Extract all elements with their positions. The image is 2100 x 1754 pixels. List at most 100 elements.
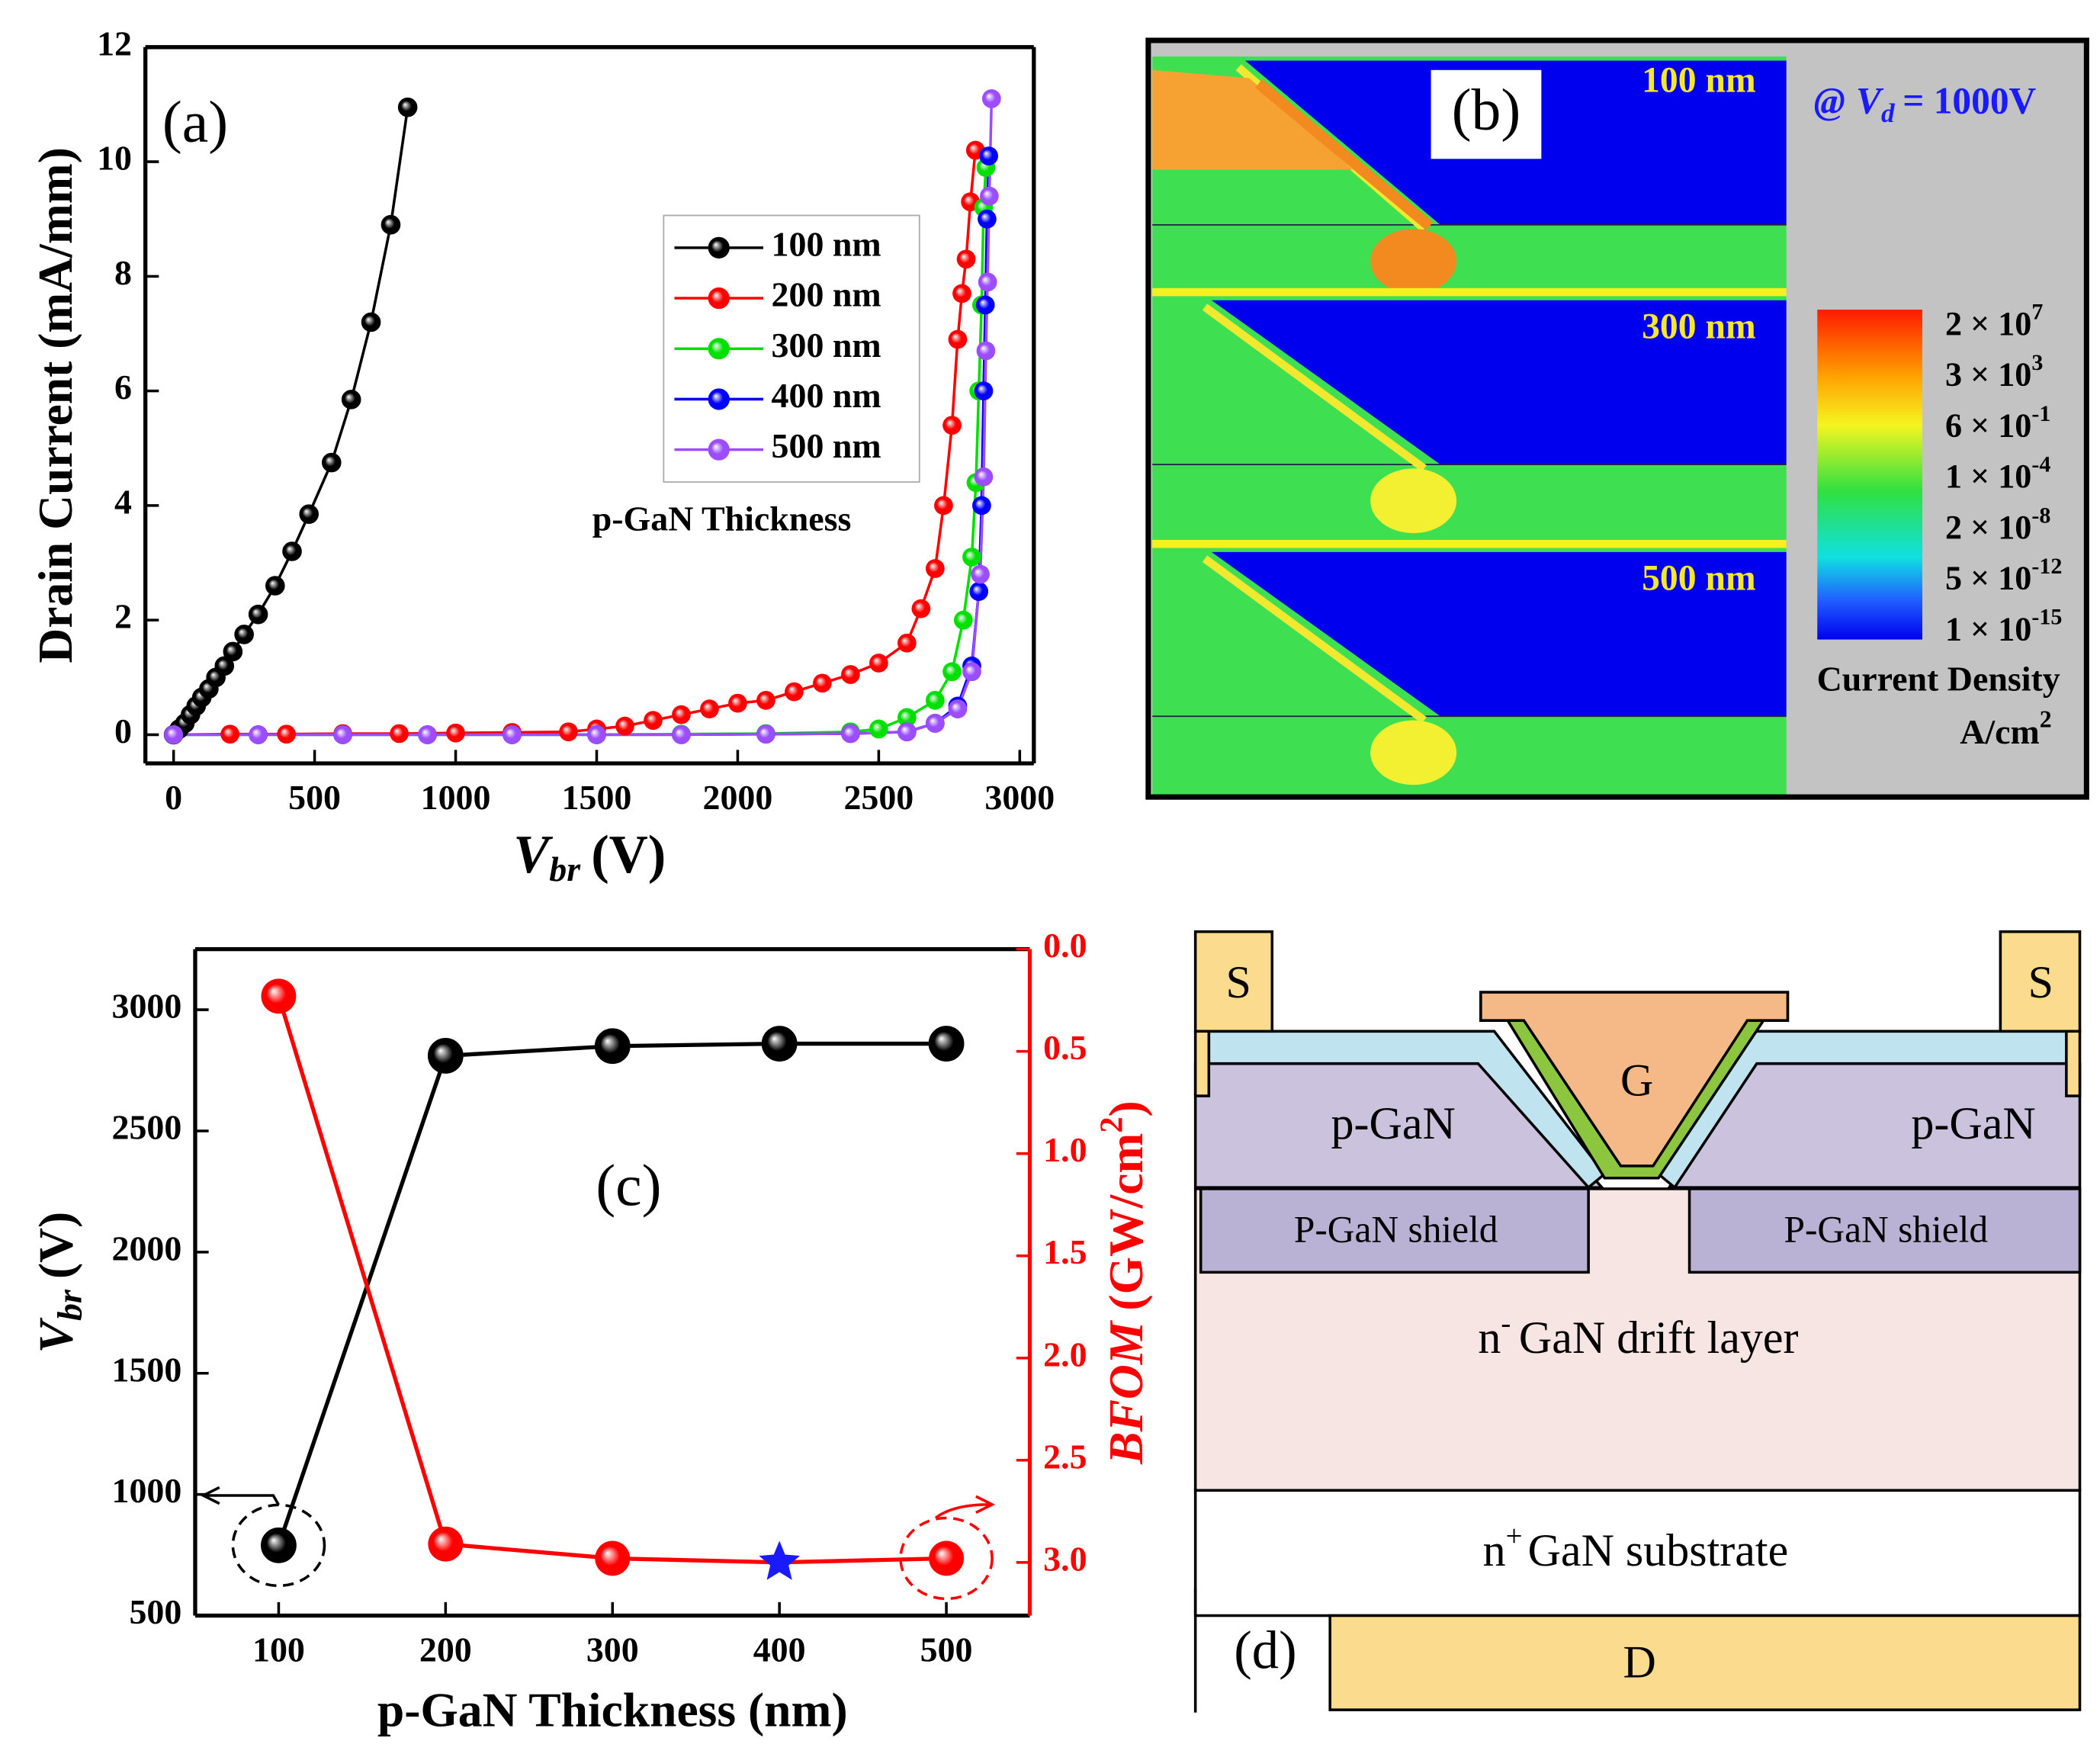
separator xyxy=(1152,539,1787,550)
marker xyxy=(756,724,775,744)
hot-spot xyxy=(1370,229,1457,294)
marker xyxy=(934,496,953,516)
axis-label: Vbr (V) xyxy=(28,1212,88,1354)
source-left-foot xyxy=(1193,1030,1211,1097)
legend-marker xyxy=(708,438,730,461)
marker xyxy=(897,708,917,728)
marker xyxy=(925,714,945,733)
symbol: V xyxy=(28,1317,82,1353)
y-axis-label: Drain Current (mA/mm) xyxy=(28,147,82,663)
hot-spot xyxy=(1370,720,1457,785)
marker xyxy=(594,1028,631,1065)
panel-label: (c) xyxy=(596,1152,661,1218)
condition: @ Vd = 1000V xyxy=(1814,80,2037,128)
mantissa: 2 × 10 xyxy=(1945,305,2031,342)
marker xyxy=(978,209,997,229)
hot-region xyxy=(1152,69,1353,170)
marker xyxy=(948,329,968,349)
frame xyxy=(1145,37,2089,800)
mantissa: 1 × 10 xyxy=(1945,458,2031,495)
series-line xyxy=(276,1041,947,1547)
series-line xyxy=(172,107,409,736)
marker xyxy=(756,690,775,710)
thickness-label: 300 nm xyxy=(1642,307,1756,346)
marker xyxy=(428,1526,464,1562)
drift-label: n- GaN drift layer xyxy=(1478,1307,1798,1363)
colorbar-label: 2 × 107 xyxy=(1945,299,2043,342)
depleted-region xyxy=(1211,551,1787,717)
source-right-foot xyxy=(2065,1030,2082,1097)
legend-box xyxy=(663,214,920,483)
unit: (V) xyxy=(591,825,666,885)
marker xyxy=(956,249,976,269)
colorbar-label: 1 × 10-4 xyxy=(1945,451,2050,495)
panel-label: (d) xyxy=(1234,1621,1296,1681)
marker xyxy=(249,725,268,744)
x-tick-label: 1000 xyxy=(421,778,491,817)
text: = 1000V xyxy=(1903,80,2036,122)
marker xyxy=(761,1026,798,1062)
subscript: br xyxy=(549,850,581,888)
marker xyxy=(427,1038,464,1074)
marker xyxy=(911,599,931,618)
subscript: d xyxy=(1881,98,1896,128)
marker xyxy=(813,673,832,693)
marker xyxy=(223,641,243,662)
edge-stripe xyxy=(1202,304,1427,472)
y-tick-label: 3000 xyxy=(112,987,182,1026)
legend-label: 400 nm xyxy=(772,376,881,415)
drain-label: D xyxy=(1623,1637,1656,1687)
y-tick-label: 4 xyxy=(114,482,132,521)
marker xyxy=(841,665,860,684)
mantissa: 1 × 10 xyxy=(1945,611,2031,648)
colorbar-label: 1 × 10-15 xyxy=(1945,605,2062,648)
x-tick-label: 1500 xyxy=(562,778,632,817)
hot-stripe xyxy=(1255,79,1434,231)
marker xyxy=(503,725,522,744)
marker xyxy=(948,699,968,718)
marker xyxy=(265,576,285,596)
marker xyxy=(952,284,971,304)
text: n xyxy=(1478,1312,1501,1363)
y-tick-label: 1500 xyxy=(112,1350,182,1389)
marker xyxy=(974,467,994,487)
marker xyxy=(321,452,342,473)
mantissa: 2 × 10 xyxy=(1945,509,2031,546)
marker xyxy=(559,722,578,742)
marker xyxy=(928,1026,965,1062)
marker xyxy=(976,341,996,361)
marker xyxy=(418,725,437,744)
marker xyxy=(929,1540,965,1576)
y-tick-label: 6 xyxy=(114,368,132,406)
colorbar-label: 2 × 10-8 xyxy=(1945,503,2050,546)
x-tick-label: 0 xyxy=(165,778,182,817)
y2-tick-label: 1.0 xyxy=(1043,1130,1087,1169)
shield-label: P-GaN shield xyxy=(1294,1208,1498,1250)
marker xyxy=(869,654,888,673)
marker xyxy=(220,724,239,744)
marker xyxy=(981,89,1001,108)
substrate-layer xyxy=(1193,1489,2082,1617)
text: A/cm xyxy=(1960,712,2039,750)
marker xyxy=(672,725,691,744)
p-gan-label: p-GaN xyxy=(1331,1098,1456,1148)
marker xyxy=(446,723,465,743)
marker xyxy=(925,559,945,578)
unit: (GW/cm xyxy=(1099,1133,1153,1311)
text: GaN substrate xyxy=(1528,1525,1789,1576)
legend-label: 100 nm xyxy=(772,224,881,263)
marker xyxy=(978,272,997,292)
marker xyxy=(341,390,361,410)
source-right xyxy=(1999,930,2082,1033)
marker xyxy=(979,146,998,165)
symbol: V xyxy=(1856,80,1884,122)
y2-tick-label: 2.0 xyxy=(1043,1335,1087,1373)
marker xyxy=(333,725,352,744)
exponent: -4 xyxy=(2031,451,2050,477)
symbol: V xyxy=(513,825,553,885)
marker xyxy=(925,690,945,710)
colorbar-label: 3 × 103 xyxy=(1945,350,2043,394)
panel-label: (b) xyxy=(1452,77,1521,143)
marker xyxy=(234,625,254,644)
legend-label: 500 nm xyxy=(772,426,881,465)
